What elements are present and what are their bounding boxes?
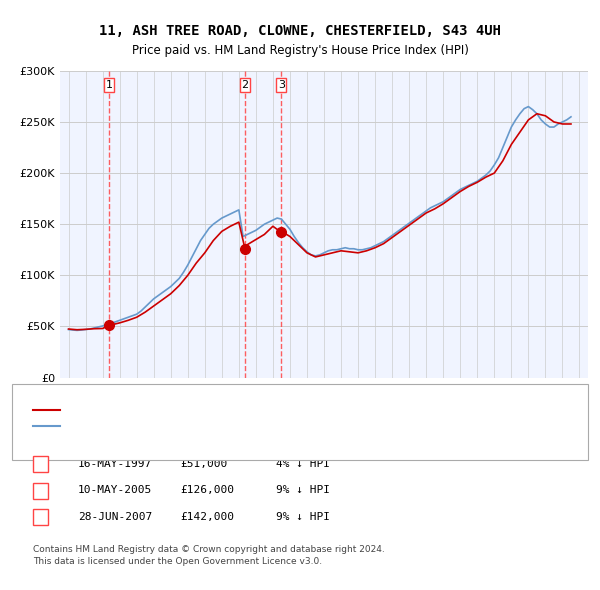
Text: 4% ↓ HPI: 4% ↓ HPI [276, 459, 330, 468]
Text: £142,000: £142,000 [180, 512, 234, 522]
Text: 11, ASH TREE ROAD, CLOWNE, CHESTERFIELD, S43 4UH (detached house): 11, ASH TREE ROAD, CLOWNE, CHESTERFIELD,… [66, 405, 448, 415]
Text: 9% ↓ HPI: 9% ↓ HPI [276, 486, 330, 495]
Text: 2: 2 [241, 80, 248, 90]
Text: 1: 1 [37, 459, 44, 468]
Text: 10-MAY-2005: 10-MAY-2005 [78, 486, 152, 495]
Text: 9% ↓ HPI: 9% ↓ HPI [276, 512, 330, 522]
Text: Contains HM Land Registry data © Crown copyright and database right 2024.: Contains HM Land Registry data © Crown c… [33, 545, 385, 555]
Text: This data is licensed under the Open Government Licence v3.0.: This data is licensed under the Open Gov… [33, 557, 322, 566]
Text: 11, ASH TREE ROAD, CLOWNE, CHESTERFIELD, S43 4UH: 11, ASH TREE ROAD, CLOWNE, CHESTERFIELD,… [99, 24, 501, 38]
Text: 28-JUN-2007: 28-JUN-2007 [78, 512, 152, 522]
Text: Price paid vs. HM Land Registry's House Price Index (HPI): Price paid vs. HM Land Registry's House … [131, 44, 469, 57]
Text: 16-MAY-1997: 16-MAY-1997 [78, 459, 152, 468]
Text: 3: 3 [37, 512, 44, 522]
Text: 3: 3 [278, 80, 285, 90]
Text: 2: 2 [37, 486, 44, 495]
Text: £126,000: £126,000 [180, 486, 234, 495]
Text: 1: 1 [106, 80, 112, 90]
Text: HPI: Average price, detached house, Bolsover: HPI: Average price, detached house, Bols… [66, 421, 325, 431]
Text: £51,000: £51,000 [180, 459, 227, 468]
